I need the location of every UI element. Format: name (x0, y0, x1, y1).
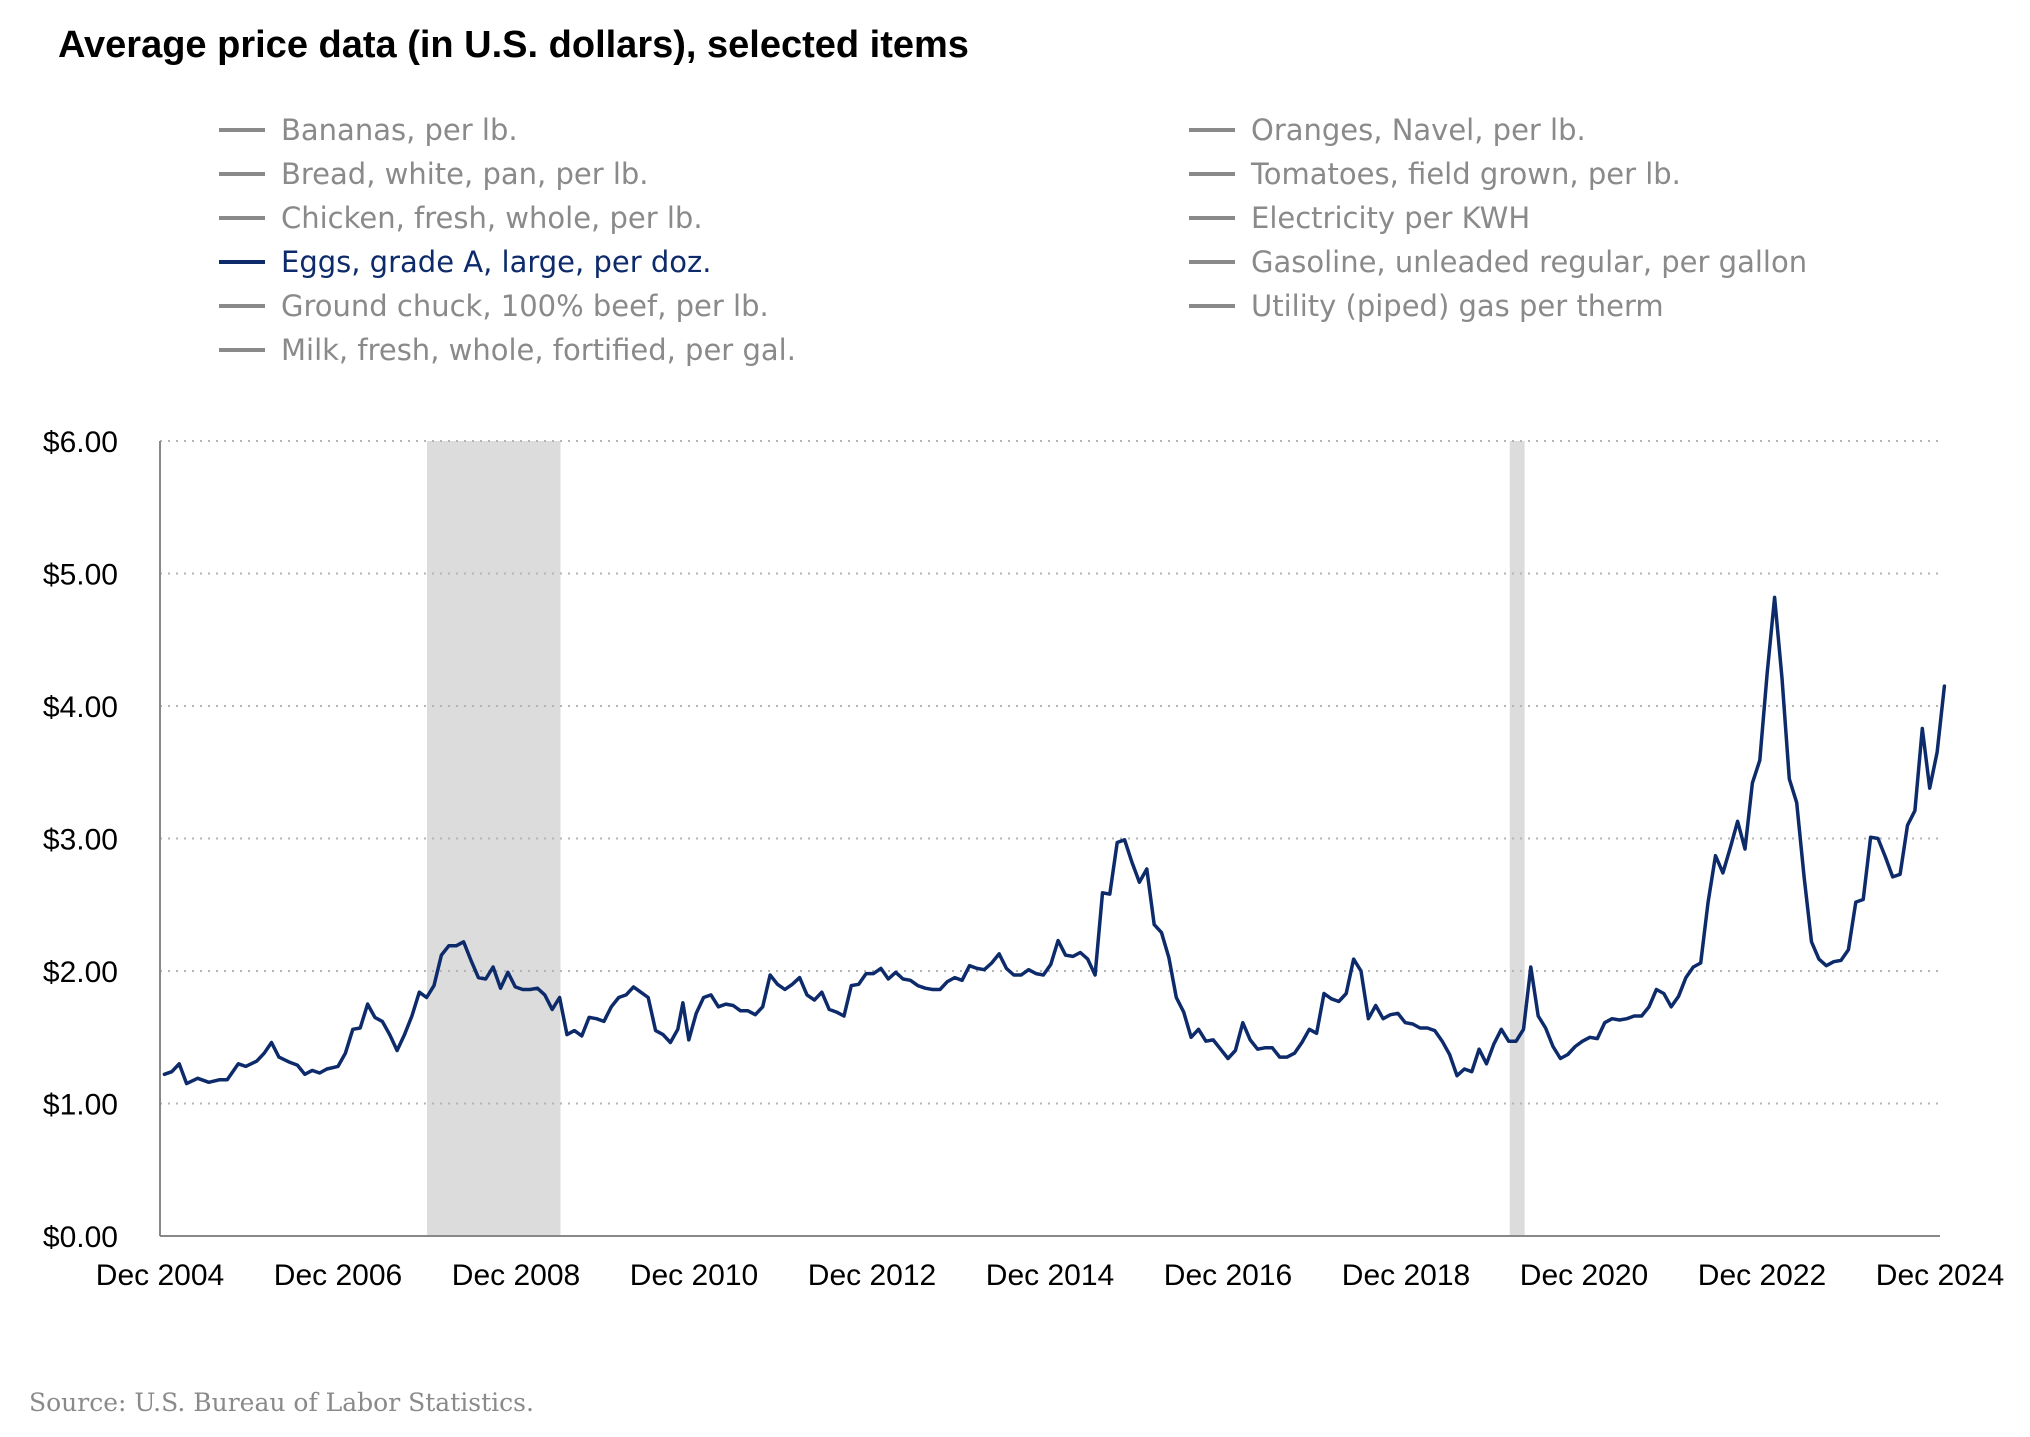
legend-label: Ground chuck, 100% beef, per lb. (281, 289, 769, 323)
legend-label: Chicken, fresh, whole, per lb. (281, 201, 703, 235)
legend-item-tomatoes[interactable]: Tomatoes, field grown, per lb. (1189, 157, 1681, 191)
legend-item-bananas[interactable]: Bananas, per lb. (219, 113, 518, 147)
y-tick-label: $4.00 (43, 691, 118, 724)
y-tick-label: $2.00 (43, 956, 118, 989)
legend-label: Tomatoes, field grown, per lb. (1251, 157, 1681, 191)
legend-swatch (1189, 260, 1235, 264)
chart-title: Average price data (in U.S. dollars), se… (58, 24, 969, 66)
x-tick-label: Dec 2006 (274, 1259, 402, 1292)
legend-item-ground-chuck[interactable]: Ground chuck, 100% beef, per lb. (219, 289, 769, 323)
legend-label: Oranges, Navel, per lb. (1251, 113, 1586, 147)
legend-item-oranges[interactable]: Oranges, Navel, per lb. (1189, 113, 1586, 147)
x-tick-label: Dec 2018 (1342, 1259, 1470, 1292)
legend-label: Gasoline, unleaded regular, per gallon (1251, 245, 1808, 279)
legend-label: Milk, fresh, whole, fortified, per gal. (281, 333, 796, 367)
recession-band (427, 441, 561, 1236)
y-tick-label: $1.00 (43, 1089, 118, 1122)
legend-item-electricity[interactable]: Electricity per KWH (1189, 201, 1530, 235)
legend-item-gasoline[interactable]: Gasoline, unleaded regular, per gallon (1189, 245, 1807, 279)
x-tick-label: Dec 2008 (452, 1259, 580, 1292)
y-tick-label: $6.00 (43, 426, 118, 459)
legend-swatch (219, 216, 265, 220)
legend-swatch (219, 172, 265, 176)
y-tick-label: $5.00 (43, 559, 118, 592)
x-tick-label: Dec 2020 (1520, 1259, 1648, 1292)
recession-band (1509, 441, 1525, 1236)
legend-item-milk[interactable]: Milk, fresh, whole, fortified, per gal. (219, 333, 796, 367)
x-tick-label: Dec 2012 (808, 1259, 936, 1292)
legend-label: Bananas, per lb. (281, 113, 518, 147)
legend-swatch (1189, 216, 1235, 220)
source-note: Source: U.S. Bureau of Labor Statistics. (29, 1388, 534, 1417)
x-tick-label: Dec 2014 (986, 1259, 1114, 1292)
legend-swatch (219, 128, 265, 132)
legend-item-chicken[interactable]: Chicken, fresh, whole, per lb. (219, 201, 703, 235)
legend-label: Bread, white, pan, per lb. (281, 157, 649, 191)
legend-swatch (1189, 304, 1235, 308)
legend-swatch (219, 348, 265, 352)
legend-swatch (1189, 128, 1235, 132)
legend-swatch (1189, 172, 1235, 176)
legend-item-eggs[interactable]: Eggs, grade A, large, per doz. (219, 245, 711, 279)
legend-item-utility-gas[interactable]: Utility (piped) gas per therm (1189, 289, 1664, 323)
legend-label: Utility (piped) gas per therm (1251, 289, 1664, 323)
legend-label: Eggs, grade A, large, per doz. (281, 245, 712, 279)
legend-label: Electricity per KWH (1251, 201, 1531, 235)
y-tick-label: $0.00 (43, 1221, 118, 1254)
x-tick-label: Dec 2022 (1698, 1259, 1826, 1292)
x-tick-label: Dec 2024 (1876, 1259, 2004, 1292)
series-line-eggs (162, 595, 1947, 1086)
x-tick-label: Dec 2016 (1164, 1259, 1292, 1292)
legend-swatch (219, 304, 265, 308)
x-tick-label: Dec 2010 (630, 1259, 758, 1292)
legend-item-bread[interactable]: Bread, white, pan, per lb. (219, 157, 649, 191)
x-tick-label: Dec 2004 (96, 1259, 224, 1292)
legend-swatch (219, 260, 265, 264)
y-tick-label: $3.00 (43, 824, 118, 857)
